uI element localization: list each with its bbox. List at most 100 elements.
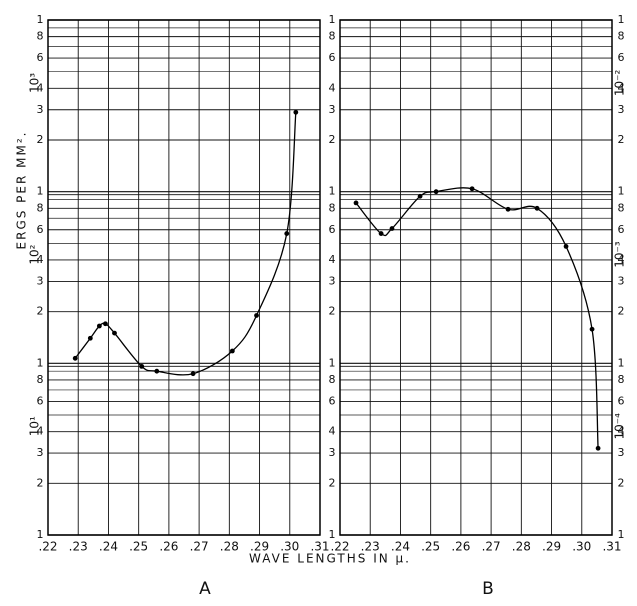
- y-tick-label: 4: [618, 81, 625, 94]
- data-point: [112, 330, 117, 336]
- y-tick-label: 6: [618, 394, 625, 407]
- x-tick-label: .29: [542, 540, 561, 554]
- y-axis-label: ERGS PER MM².: [15, 131, 29, 250]
- x-tick-label: .27: [482, 540, 501, 554]
- x-tick-label: .29: [250, 540, 269, 554]
- y-tick-label: 4: [618, 253, 625, 266]
- y-tick-label: 2: [329, 305, 336, 318]
- x-tick-label: .25: [129, 540, 148, 554]
- x-tick-label: .26: [451, 540, 470, 554]
- y-tick-label: 2: [618, 476, 625, 489]
- x-tick-label: .22: [330, 540, 349, 554]
- y-tick-label: 4: [329, 253, 336, 266]
- x-tick-label: .30: [280, 540, 299, 554]
- y-tick-label: 1: [618, 356, 625, 369]
- panel-label: A: [199, 579, 211, 599]
- y-tick-label: 3: [37, 274, 44, 287]
- plot-frame: [339, 19, 613, 536]
- y-tick-label: 1: [329, 528, 336, 541]
- panel-label: B: [482, 579, 494, 599]
- data-point: [154, 368, 160, 374]
- y-tick-label: 4: [37, 425, 44, 438]
- y-tick-label: 8: [618, 201, 625, 214]
- decade-label: 10⁻³: [613, 241, 627, 268]
- x-tick-label: .24: [391, 540, 410, 554]
- plot-frame: [47, 19, 321, 536]
- data-point: [103, 321, 108, 327]
- y-tick-label: 3: [37, 446, 44, 459]
- y-tick-label: 6: [618, 51, 625, 64]
- data-point: [139, 363, 145, 369]
- data-point: [96, 323, 102, 329]
- y-tick-label: 3: [37, 103, 44, 116]
- x-tick-label: .28: [512, 540, 531, 554]
- y-tick-label: 1: [37, 13, 44, 26]
- y-tick-label: 2: [618, 133, 625, 146]
- y-tick-label: 2: [37, 133, 44, 146]
- y-tick-label: 1: [329, 13, 336, 26]
- y-tick-label: 1: [329, 356, 336, 369]
- decade-label: 10³: [28, 73, 42, 93]
- y-tick-label: 8: [37, 30, 44, 43]
- y-tick-label: 1: [618, 13, 625, 26]
- x-tick-label: .22: [38, 540, 57, 554]
- y-tick-label: 4: [329, 425, 336, 438]
- y-tick-label: 4: [329, 81, 336, 94]
- decade-label: 10⁻⁴: [613, 413, 627, 440]
- data-point: [229, 348, 235, 354]
- data-point: [563, 243, 569, 249]
- y-tick-label: 6: [329, 51, 336, 64]
- y-tick-label: 4: [37, 81, 44, 94]
- y-tick-label: 8: [37, 201, 44, 214]
- data-point: [505, 206, 511, 212]
- y-tick-label: 8: [329, 201, 336, 214]
- x-tick-label: .27: [190, 540, 209, 554]
- data-point: [284, 231, 290, 236]
- x-axis-label: WAVE LENGTHS IN μ.: [249, 552, 411, 566]
- y-tick-label: 6: [37, 223, 44, 236]
- y-tick-label: 3: [618, 274, 625, 287]
- data-point: [190, 371, 196, 377]
- y-tick-label: 3: [618, 103, 625, 116]
- data-point: [389, 226, 395, 231]
- y-tick-label: 3: [618, 446, 625, 459]
- decade-label: 10⁻²: [613, 70, 627, 97]
- y-tick-label: 6: [37, 51, 44, 64]
- y-tick-label: 8: [329, 373, 336, 386]
- y-tick-label: 1: [618, 528, 625, 541]
- data-point: [469, 186, 475, 192]
- decade-label: 10²: [28, 244, 42, 264]
- x-tick-label: .31: [602, 540, 621, 554]
- y-tick-label: 8: [618, 30, 625, 43]
- data-point: [433, 189, 439, 195]
- y-tick-label: 2: [329, 476, 336, 489]
- data-point: [293, 109, 299, 115]
- data-point: [87, 335, 93, 341]
- y-tick-label: 6: [329, 223, 336, 236]
- y-tick-label: 2: [37, 476, 44, 489]
- y-tick-label: 3: [329, 446, 336, 459]
- y-tick-label: 1: [329, 185, 336, 198]
- x-tick-label: .30: [572, 540, 591, 554]
- data-point: [378, 231, 384, 236]
- x-tick-label: .24: [99, 540, 118, 554]
- y-tick-label: 2: [618, 305, 625, 318]
- y-tick-label: 1: [37, 185, 44, 198]
- y-tick-label: 8: [329, 30, 336, 43]
- data-point: [589, 326, 595, 332]
- decade-label: 10¹: [28, 416, 42, 436]
- y-tick-label: 6: [329, 394, 336, 407]
- data-point: [72, 355, 78, 361]
- y-tick-label: 1: [37, 528, 44, 541]
- y-tick-label: 4: [37, 253, 44, 266]
- x-tick-label: .25: [421, 540, 440, 554]
- y-tick-label: 6: [618, 223, 625, 236]
- y-tick-label: 2: [329, 133, 336, 146]
- y-tick-label: 1: [618, 185, 625, 198]
- x-tick-label: .23: [69, 540, 88, 554]
- y-tick-label: 8: [618, 373, 625, 386]
- x-tick-label: .28: [220, 540, 239, 554]
- y-tick-label: 3: [329, 274, 336, 287]
